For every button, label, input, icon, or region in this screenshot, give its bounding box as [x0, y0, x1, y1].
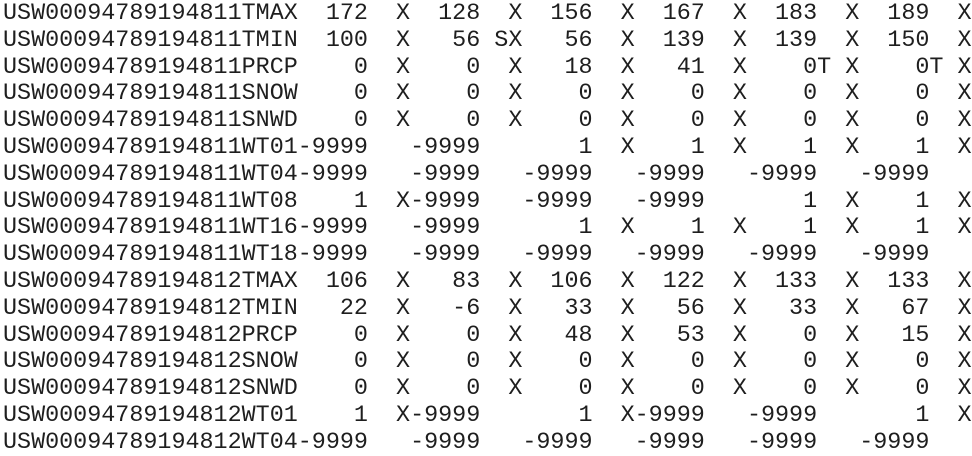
text-line: USW00094789194812SNWD 0 X 0 X 0 X 0 X 0 … — [3, 376, 972, 403]
text-line: USW00094789194811WT16-9999 -9999 1 X 1 X… — [3, 215, 972, 242]
text-line: USW00094789194812PRCP 0 X 0 X 48 X 53 X … — [3, 322, 972, 349]
text-line: USW00094789194811PRCP 0 X 0 X 18 X 41 X … — [3, 54, 972, 81]
text-line: USW00094789194811WT18-9999 -9999 -9999 -… — [3, 242, 930, 269]
text-line: USW00094789194812TMAX 106 X 83 X 106 X 1… — [3, 268, 972, 295]
text-line: USW00094789194811SNOW 0 X 0 X 0 X 0 X 0 … — [3, 81, 972, 108]
text-line: USW00094789194812WT01 1 X-9999 1 X-9999 … — [3, 402, 972, 429]
text-line: USW00094789194811WT01-9999 -9999 1 X 1 X… — [3, 134, 972, 161]
text-line: USW00094789194811SNWD 0 X 0 X 0 X 0 X 0 … — [3, 108, 972, 135]
text-line: USW00094789194812WT04-9999 -9999 -9999 -… — [3, 429, 930, 456]
text-line: USW00094789194812TMIN 22 X -6 X 33 X 56 … — [3, 295, 972, 322]
text-line: USW00094789194811TMAX 172 X 128 X 156 X … — [3, 1, 972, 27]
text-line: USW00094789194812SNOW 0 X 0 X 0 X 0 X 0 … — [3, 349, 972, 376]
text-line: USW00094789194811WT08 1 X-9999 -9999 -99… — [3, 188, 972, 215]
text-line: USW00094789194811TMIN 100 X 56 SX 56 X 1… — [3, 27, 972, 54]
text-line: USW00094789194811WT04-9999 -9999 -9999 -… — [3, 161, 930, 188]
